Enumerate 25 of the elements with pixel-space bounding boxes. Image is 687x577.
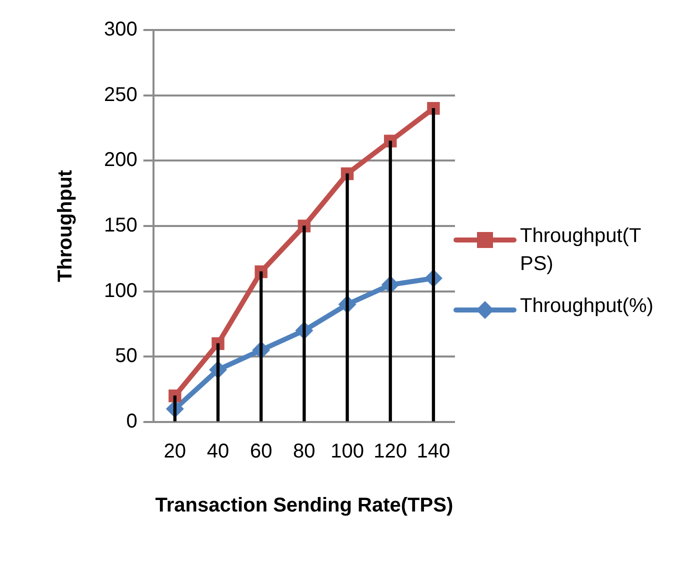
x-tick-label: 40 [206,440,230,463]
x-tick-label: 80 [293,440,316,463]
y-tick-label: 150 [104,214,138,237]
y-axis-title: Throughput [54,170,77,282]
bar [302,226,306,422]
legend-label: Throughput(%) [520,294,654,319]
bar [216,343,220,422]
y-tick-label: 50 [115,345,138,368]
bar [432,108,436,422]
bar [388,140,392,422]
x-tick-label: 100 [330,440,364,463]
bar [260,271,263,422]
y-tick-label: 200 [104,149,138,172]
y-tick-label: 100 [104,280,138,302]
x-tick-label: 20 [164,440,186,463]
x-tick-label: 140 [416,440,450,463]
x-tick-label: 60 [250,440,272,463]
y-tick-label: 250 [104,84,138,106]
bar [173,396,176,422]
x-tick-label: 120 [374,440,408,463]
y-tick-label: 300 [104,18,138,41]
bar [346,173,349,422]
y-tick-label: 0 [126,410,138,433]
x-axis-title: Transaction Sending Rate(TPS) [155,494,454,517]
legend-label: Throughput(TPS) [520,224,642,277]
